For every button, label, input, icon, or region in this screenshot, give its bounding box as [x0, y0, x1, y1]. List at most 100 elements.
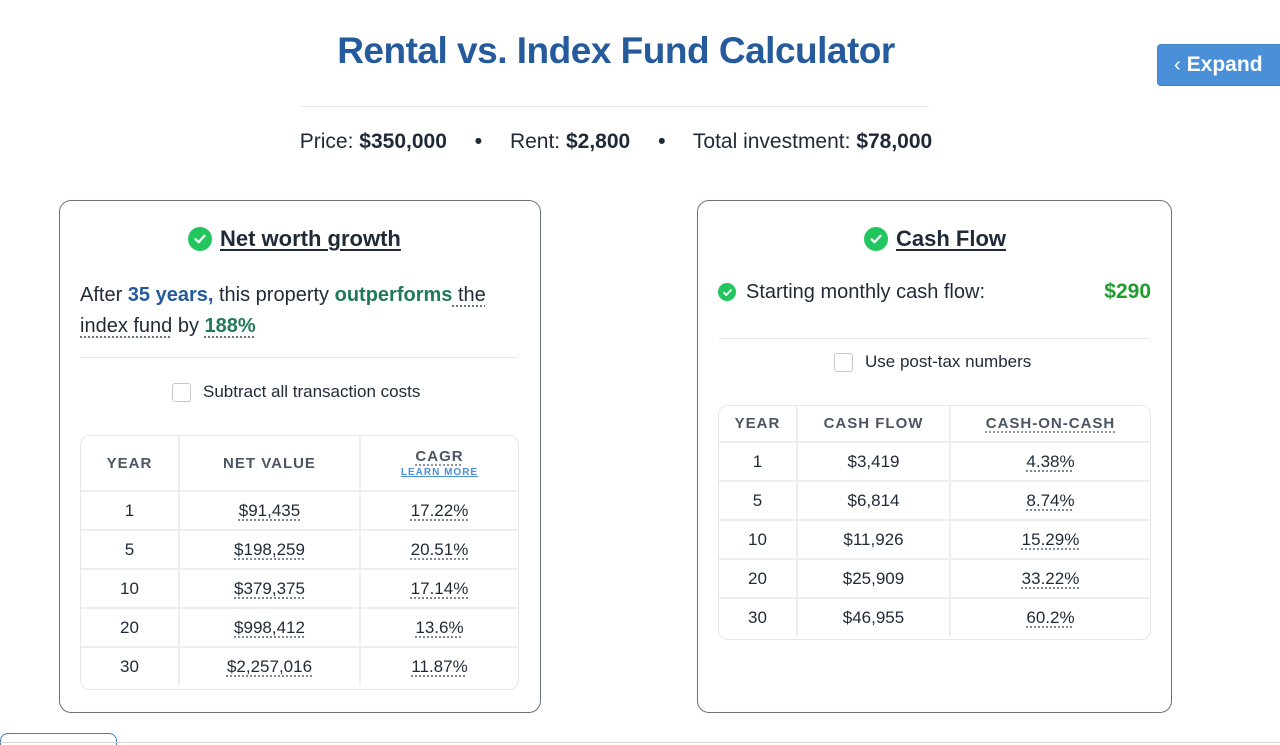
table-row: 1 $3,419 4.38%	[719, 441, 1150, 481]
summary-text: this property	[213, 284, 335, 306]
net-worth-table: YEAR NET VALUE CAGR LEARN MORE 1 $91,435…	[80, 435, 519, 690]
coc-cell: 4.38%	[949, 441, 1150, 481]
cagr-cell: 20.51%	[359, 529, 518, 569]
cash-flow-cell: $25,909	[796, 558, 950, 598]
net-value-cell: $379,375	[178, 568, 360, 608]
net-value[interactable]: $2,257,016	[226, 657, 313, 676]
check-circle-icon	[188, 227, 212, 251]
index-fund-text[interactable]: index fund	[80, 315, 173, 337]
cash-flow-heading[interactable]: Cash Flow	[864, 226, 1006, 252]
years-value: 35 years,	[127, 284, 214, 306]
column-header-cash-flow: CASH FLOW	[796, 406, 950, 442]
year-cell: 10	[719, 519, 797, 559]
year-cell: 10	[81, 568, 179, 608]
coc-value[interactable]: 33.22%	[1021, 568, 1080, 588]
cagr-label[interactable]: CAGR	[415, 448, 464, 465]
outperforms-text: outperforms	[334, 284, 453, 306]
bottom-tab[interactable]	[0, 733, 117, 745]
summary-text: by	[172, 315, 205, 337]
column-header-net-value: NET VALUE	[178, 436, 360, 491]
starting-cash-flow-value: $290	[1104, 280, 1151, 303]
summary-text: After	[80, 284, 128, 306]
cagr-cell: 13.6%	[359, 607, 518, 647]
column-header-cash-on-cash: CASH-ON-CASH	[949, 406, 1150, 442]
year-cell: 20	[81, 607, 179, 647]
learn-more-link[interactable]: LEARN MORE	[400, 467, 479, 478]
net-value[interactable]: $91,435	[238, 500, 301, 520]
year-cell: 5	[81, 529, 179, 569]
starting-cash-flow-row: Starting monthly cash flow: $290	[718, 280, 1151, 304]
post-tax-checkbox[interactable]	[834, 352, 853, 372]
year-cell: 30	[81, 646, 179, 686]
year-cell: 20	[719, 558, 797, 598]
coc-value[interactable]: 4.38%	[1026, 451, 1075, 471]
transaction-costs-toggle[interactable]: Subtract all transaction costs	[172, 382, 420, 402]
cagr-value[interactable]: 20.51%	[410, 539, 469, 559]
price-value: $350,000	[359, 130, 447, 153]
net-worth-summary: After 35 years, this property outperform…	[80, 280, 520, 342]
cagr-cell: 17.22%	[359, 490, 518, 530]
expand-button-label: Expand	[1186, 53, 1263, 76]
transaction-costs-checkbox[interactable]	[172, 382, 191, 402]
net-value[interactable]: $379,375	[234, 578, 305, 598]
table-row: 20 $25,909 33.22%	[719, 558, 1150, 598]
coc-cell: 60.2%	[949, 597, 1150, 637]
section-divider	[718, 338, 1150, 339]
cash-flow-table: YEAR CASH FLOW CASH-ON-CASH 1 $3,419 4.3…	[718, 405, 1151, 640]
year-cell: 1	[719, 441, 797, 481]
table-row: 30 $46,955 60.2%	[719, 597, 1150, 637]
cash-flow-cell: $6,814	[796, 480, 950, 520]
net-worth-heading-label: Net worth growth	[220, 226, 401, 251]
title-divider	[301, 106, 929, 107]
post-tax-toggle[interactable]: Use post-tax numbers	[834, 352, 1031, 372]
check-circle-icon	[864, 227, 888, 251]
bottom-divider	[0, 742, 1280, 743]
table-row: 10 $379,375 17.14%	[81, 568, 518, 608]
net-value[interactable]: $198,259	[234, 539, 305, 559]
column-header-year: YEAR	[106, 454, 153, 472]
net-value[interactable]: $998,412	[234, 617, 305, 637]
price-label: Price:	[299, 130, 354, 153]
chevron-left-icon: ‹	[1174, 53, 1181, 76]
cagr-cell: 17.14%	[359, 568, 518, 608]
coc-value[interactable]: 15.29%	[1021, 529, 1080, 549]
coc-value[interactable]: 60.2%	[1026, 608, 1075, 627]
table-row: 10 $11,926 15.29%	[719, 519, 1150, 559]
year-cell: 30	[719, 597, 797, 637]
check-circle-icon	[718, 283, 736, 301]
cagr-cell: 11.87%	[359, 646, 518, 686]
cagr-value[interactable]: 13.6%	[415, 617, 464, 637]
page-title: Rental vs. Index Fund Calculator	[337, 30, 895, 71]
outperform-percent[interactable]: 188%	[204, 315, 256, 337]
year-cell: 1	[81, 490, 179, 530]
year-cell: 5	[719, 480, 797, 520]
table-row: 5 $6,814 8.74%	[719, 480, 1150, 520]
table-row: 20 $998,412 13.6%	[81, 607, 518, 647]
column-header-year: YEAR	[734, 415, 781, 432]
column-header-cagr: CAGR LEARN MORE	[359, 436, 518, 491]
net-value-cell: $998,412	[178, 607, 360, 647]
net-value-cell: $198,259	[178, 529, 360, 569]
coc-cell: 15.29%	[949, 519, 1150, 559]
coc-value[interactable]: 8.74%	[1026, 490, 1075, 510]
summary-text: the	[452, 284, 486, 306]
net-value-cell: $91,435	[178, 490, 360, 530]
cash-flow-cell: $11,926	[796, 519, 950, 559]
table-row: 30 $2,257,016 11.87%	[81, 646, 518, 686]
expand-button[interactable]: ‹ Expand	[1157, 44, 1280, 86]
cash-flow-heading-label: Cash Flow	[896, 226, 1007, 251]
cagr-value[interactable]: 17.22%	[410, 500, 469, 520]
cagr-value[interactable]: 17.14%	[410, 578, 469, 598]
net-value-cell: $2,257,016	[178, 646, 360, 686]
net-worth-heading[interactable]: Net worth growth	[188, 226, 401, 252]
section-divider	[80, 357, 518, 358]
transaction-costs-label: Subtract all transaction costs	[203, 382, 421, 401]
cagr-value[interactable]: 11.87%	[411, 657, 468, 676]
coc-cell: 8.74%	[949, 480, 1150, 520]
property-summary: Price: $350,000 • Rent: $2,800 • Total i…	[0, 130, 1232, 154]
total-investment-value: $78,000	[856, 130, 933, 153]
starting-cash-flow-label: Starting monthly cash flow:	[746, 280, 985, 303]
cash-on-cash-label[interactable]: CASH-ON-CASH	[985, 415, 1116, 432]
table-row: 5 $198,259 20.51%	[81, 529, 518, 569]
table-row: 1 $91,435 17.22%	[81, 490, 518, 530]
